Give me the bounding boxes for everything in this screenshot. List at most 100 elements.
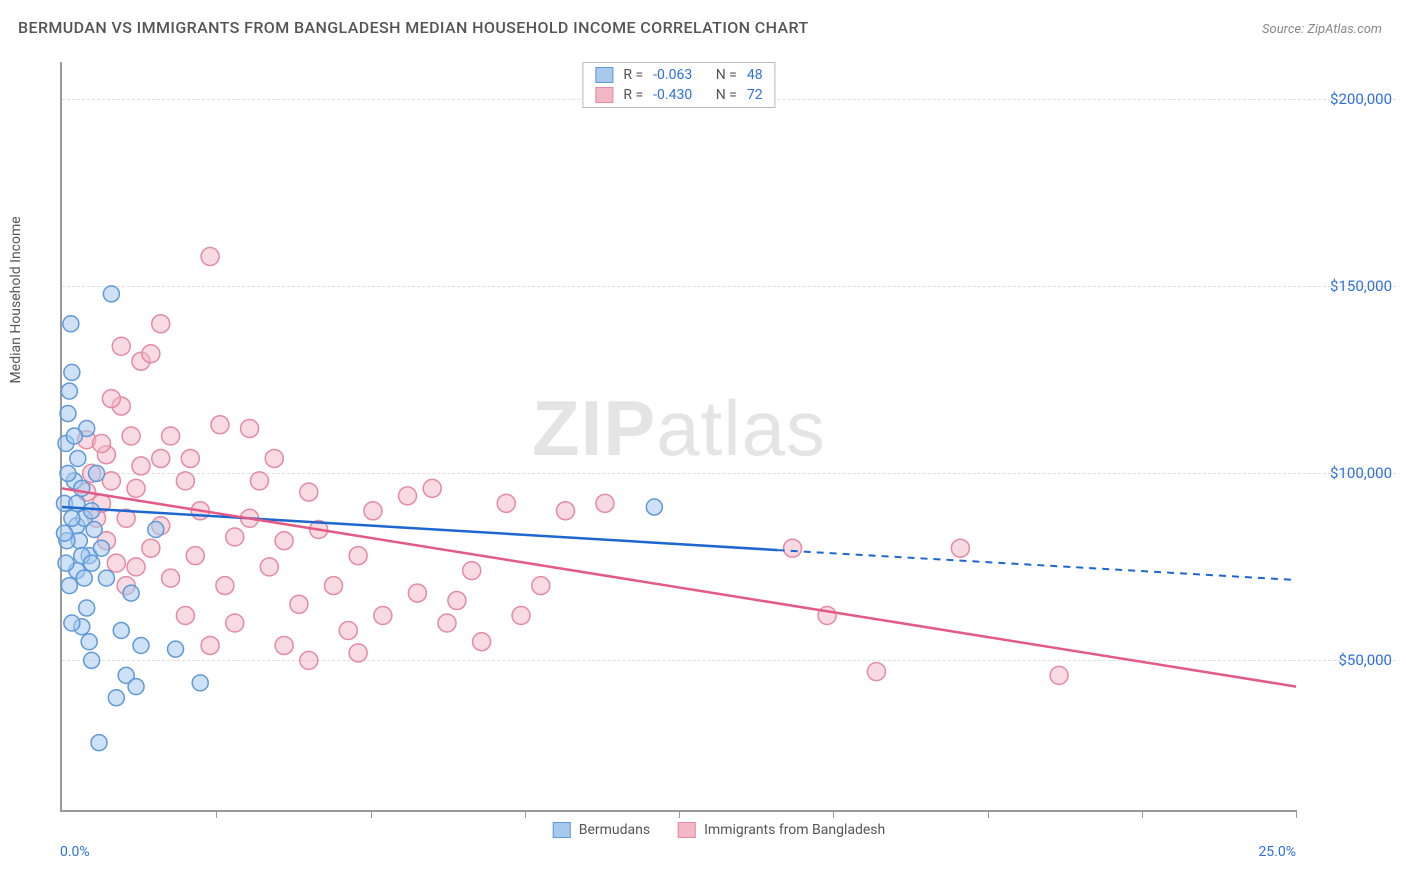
data-point (646, 499, 662, 515)
data-point (127, 479, 145, 497)
data-point (108, 690, 124, 706)
stats-legend: R = -0.063 N = 48 R = -0.430 N = 72 (582, 62, 775, 108)
data-point (81, 634, 97, 650)
data-point (70, 450, 86, 466)
data-point (91, 735, 107, 751)
y-tick-label: $50,000 (1338, 651, 1392, 669)
data-point (89, 465, 105, 481)
data-point (260, 558, 278, 576)
data-point (66, 428, 82, 444)
r-value-bangladesh: -0.430 (653, 87, 692, 103)
data-point (133, 637, 149, 653)
x-tick (371, 810, 372, 818)
chart-container: Median Household Income ZIPatlas R = -0.… (42, 62, 1396, 856)
data-point (61, 578, 77, 594)
data-point (64, 510, 80, 526)
legend-label-bangladesh: Immigrants from Bangladesh (704, 822, 885, 838)
data-point (122, 427, 140, 445)
chart-title: BERMUDAN VS IMMIGRANTS FROM BANGLADESH M… (18, 18, 809, 37)
data-point (152, 315, 170, 333)
data-point (103, 286, 119, 302)
data-point (374, 607, 392, 625)
x-tick (525, 810, 526, 818)
x-axis-start-label: 0.0% (60, 844, 90, 860)
data-point (142, 345, 160, 363)
data-point (1050, 666, 1068, 684)
x-tick (1296, 810, 1297, 818)
data-point (399, 487, 417, 505)
n-value-bermudans: 48 (747, 67, 763, 83)
data-point (532, 577, 550, 595)
data-point (84, 555, 100, 571)
data-point (241, 420, 259, 438)
swatch-bangladesh (678, 822, 696, 838)
data-point (512, 607, 530, 625)
plot-area: ZIPatlas R = -0.063 N = 48 R = -0.430 N … (60, 62, 1296, 812)
data-point (162, 569, 180, 587)
data-point (123, 585, 139, 601)
data-point (226, 528, 244, 546)
data-point (113, 622, 129, 638)
source-attribution: Source: ZipAtlas.com (1262, 22, 1382, 37)
y-tick-label: $100,000 (1330, 464, 1392, 482)
plot-svg (62, 62, 1296, 810)
data-point (162, 427, 180, 445)
swatch-bermudans (595, 67, 613, 83)
data-point (275, 532, 293, 550)
data-point (84, 503, 100, 519)
data-point (127, 558, 145, 576)
data-point (364, 502, 382, 520)
n-label: N = (716, 87, 737, 103)
data-point (102, 390, 120, 408)
n-label: N = (716, 67, 737, 83)
data-point (93, 540, 109, 556)
data-point (349, 644, 367, 662)
legend-item-bangladesh: Immigrants from Bangladesh (678, 822, 885, 838)
data-point (64, 615, 80, 631)
data-point (86, 522, 102, 538)
data-point (79, 600, 95, 616)
swatch-bangladesh (595, 87, 613, 103)
data-point (61, 383, 77, 399)
data-point (290, 595, 308, 613)
data-point (98, 570, 114, 586)
data-point (349, 547, 367, 565)
data-point (951, 539, 969, 557)
data-point (186, 547, 204, 565)
x-tick (216, 810, 217, 818)
x-tick (679, 810, 680, 818)
stats-row-bermudans: R = -0.063 N = 48 (583, 65, 774, 85)
data-point (867, 663, 885, 681)
x-tick (1142, 810, 1143, 818)
stats-row-bangladesh: R = -0.430 N = 72 (583, 85, 774, 105)
trend-line-extrapolated (778, 550, 1296, 580)
legend-label-bermudans: Bermudans (579, 822, 650, 838)
bottom-legend: Bermudans Immigrants from Bangladesh (553, 822, 886, 838)
y-axis-label: Median Household Income (8, 216, 24, 383)
data-point (176, 472, 194, 490)
data-point (463, 562, 481, 580)
data-point (596, 494, 614, 512)
data-point (176, 607, 194, 625)
data-point (92, 434, 110, 452)
data-point (112, 337, 130, 355)
data-point (148, 522, 164, 538)
data-point (784, 539, 802, 557)
data-point (60, 465, 76, 481)
data-point (438, 614, 456, 632)
data-point (216, 577, 234, 595)
data-point (300, 483, 318, 501)
data-point (265, 449, 283, 467)
data-point (84, 652, 100, 668)
swatch-bermudans (553, 822, 571, 838)
data-point (226, 614, 244, 632)
data-point (211, 416, 229, 434)
data-point (168, 641, 184, 657)
data-point (201, 636, 219, 654)
data-point (201, 247, 219, 265)
data-point (58, 555, 74, 571)
data-point (497, 494, 515, 512)
data-point (152, 449, 170, 467)
data-point (408, 584, 426, 602)
r-label: R = (623, 67, 643, 83)
